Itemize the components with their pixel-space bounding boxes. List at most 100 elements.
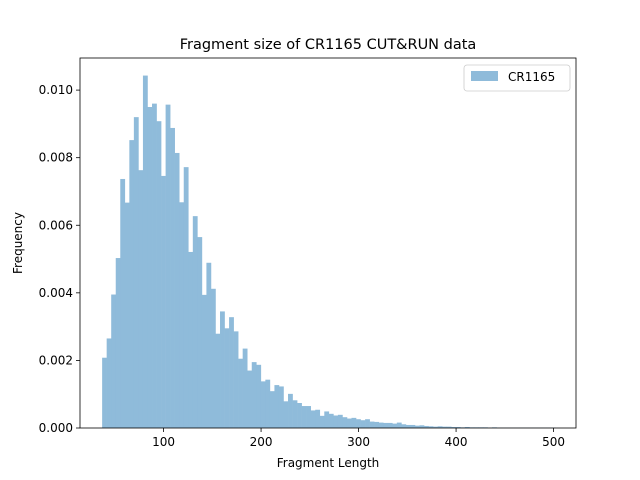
histogram-bar — [419, 425, 425, 428]
histogram-bar — [297, 403, 302, 428]
histogram-bar — [451, 426, 457, 428]
histogram-bar — [446, 426, 452, 428]
histogram-bar — [387, 422, 393, 428]
y-tick-label: 0.004 — [39, 286, 73, 300]
histogram-bar — [442, 426, 448, 428]
histogram-bar — [210, 288, 216, 428]
histogram-bar — [424, 425, 429, 428]
histogram-bar — [197, 237, 203, 428]
x-tick-label: 200 — [250, 435, 273, 449]
histogram-bar — [351, 417, 357, 428]
histogram-bars — [102, 75, 556, 429]
y-axis-label: Frequency — [11, 212, 25, 274]
histogram-bar — [138, 170, 144, 428]
histogram-bar — [142, 75, 148, 428]
histogram-bar — [315, 409, 321, 428]
histogram-bar — [152, 103, 157, 429]
histogram-bar — [242, 348, 248, 428]
chart-title: Fragment size of CR1165 CUT&RUN data — [180, 37, 477, 53]
y-tick-label: 0.008 — [39, 151, 73, 165]
histogram-bar — [265, 379, 271, 428]
histogram-bar — [220, 311, 225, 428]
histogram-bar — [106, 338, 112, 428]
histogram-bar — [396, 422, 402, 428]
histogram-bar — [111, 294, 117, 428]
histogram-bar — [405, 424, 411, 428]
histogram-bar — [170, 127, 175, 428]
histogram-bar — [301, 406, 307, 428]
histogram-bar — [179, 202, 185, 428]
x-axis-label: Fragment Length — [277, 456, 380, 470]
histogram-bar — [324, 411, 330, 428]
histogram-bar — [129, 140, 135, 429]
histogram-bar — [383, 422, 389, 428]
histogram-bar — [337, 414, 343, 428]
histogram-bar — [288, 393, 293, 428]
x-tick-label: 500 — [542, 435, 565, 449]
histogram-bar — [292, 400, 298, 428]
legend: CR1165 — [463, 64, 571, 92]
histogram-bar — [238, 358, 243, 428]
histogram-bar — [215, 333, 221, 428]
histogram-bar — [455, 426, 461, 428]
histogram-bar — [206, 262, 212, 428]
histogram-bar — [229, 317, 234, 428]
histogram-bar — [437, 426, 443, 428]
y-tick-label: 0.002 — [39, 353, 73, 367]
legend-label-cr1165: CR1165 — [508, 70, 555, 84]
y-tick-label: 0.006 — [39, 218, 73, 232]
histogram-bar — [360, 420, 366, 428]
histogram-bar — [133, 117, 139, 428]
plot-frame — [79, 57, 577, 429]
histogram-bar — [188, 251, 194, 428]
histogram-bar — [365, 419, 370, 428]
x-tick-label: 300 — [347, 435, 370, 449]
histogram-bar — [156, 121, 162, 428]
histogram-bar — [378, 422, 384, 428]
histogram-bar — [183, 167, 189, 428]
histogram-bar — [333, 415, 339, 428]
histogram-bar — [147, 107, 153, 428]
histogram-bar — [374, 421, 379, 428]
y-tick-label: 0.000 — [39, 421, 73, 435]
histogram-bar — [319, 415, 325, 428]
histogram-bar — [102, 357, 107, 428]
histogram-bar — [414, 425, 420, 428]
histogram-bar — [433, 426, 438, 428]
histogram-bar — [410, 424, 416, 428]
histogram-bar — [464, 426, 470, 428]
histogram-bar — [201, 294, 207, 428]
x-tick-label: 400 — [445, 435, 468, 449]
histogram-bar — [342, 417, 348, 428]
histogram-bar — [251, 362, 257, 428]
histogram-bar — [115, 258, 121, 428]
histogram-bar — [161, 175, 166, 428]
histogram-bar — [310, 410, 316, 428]
histogram-bar — [283, 401, 289, 428]
histogram-bar — [392, 423, 398, 428]
histogram-bar — [274, 385, 280, 428]
x-axis-ticks: 100 200 300 400 500 — [152, 428, 565, 449]
histogram-bar — [260, 381, 266, 428]
histogram-bar — [346, 418, 352, 428]
histogram-bar — [233, 331, 239, 428]
y-axis-ticks: 0.000 0.002 0.004 0.006 0.008 0.010 — [39, 83, 80, 435]
histogram-bar — [369, 421, 375, 428]
histogram-bar — [401, 424, 407, 428]
histogram-bar — [165, 104, 171, 428]
histogram-bar — [174, 152, 180, 428]
histogram-bar — [428, 426, 434, 428]
histogram-bar — [356, 419, 361, 428]
histogram-bar — [269, 391, 275, 428]
histogram-bar — [120, 178, 126, 428]
histogram-bar — [224, 328, 230, 428]
y-tick-label: 0.010 — [39, 83, 73, 97]
histogram-bar — [124, 202, 130, 428]
x-tick-label: 100 — [152, 435, 175, 449]
histogram-bar — [192, 216, 198, 428]
histogram-bar — [328, 413, 334, 428]
legend-swatch — [471, 71, 498, 81]
histogram-bar — [247, 370, 253, 428]
histogram-bar — [256, 364, 262, 428]
